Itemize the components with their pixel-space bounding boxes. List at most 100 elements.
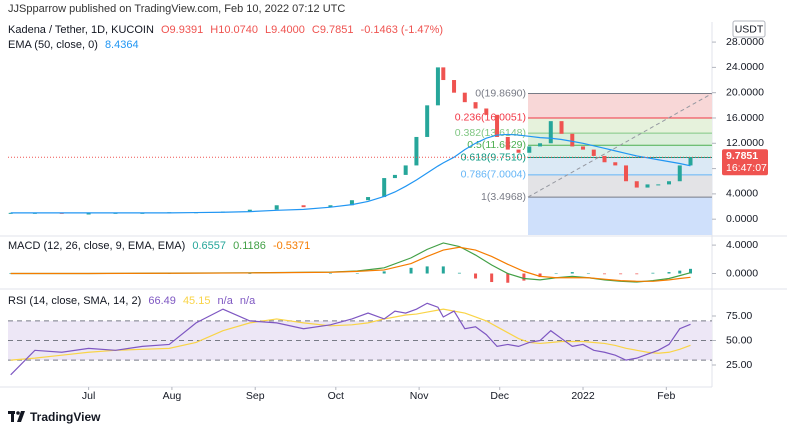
rsi-extra: n/a <box>239 295 256 307</box>
candle <box>441 67 446 81</box>
histogram-bar <box>490 273 494 283</box>
logo <box>8 411 25 422</box>
candle <box>247 209 252 212</box>
histogram-bar <box>522 273 526 281</box>
symbol-title: Kadena / Tether, 1D, KUCOIN <box>8 24 154 36</box>
ohlc: H10.0740 <box>210 24 258 36</box>
fib-zone <box>528 197 712 235</box>
macd-value: 0.6557 <box>192 240 226 252</box>
candle <box>473 102 478 109</box>
ema-legend: EMA (50, close, 0) 8.4364 <box>8 39 143 51</box>
histogram-bar <box>457 272 461 274</box>
candle <box>349 200 354 206</box>
y-tick-label: 4.0000 <box>726 188 758 200</box>
candle <box>484 108 489 115</box>
y-tick-label: 24.0000 <box>726 61 764 73</box>
histogram-bar <box>506 273 510 283</box>
fib-zone <box>528 93 712 118</box>
x-tick-label: 2022 <box>571 390 595 402</box>
ema-line <box>10 133 691 214</box>
x-tick-label: Nov <box>410 390 429 402</box>
histogram-bar <box>678 270 682 274</box>
candle <box>86 213 91 215</box>
candle <box>613 162 618 166</box>
candle <box>688 157 693 166</box>
candle <box>634 181 639 188</box>
candle <box>403 165 408 175</box>
rsi-value: 66.49 <box>148 295 176 307</box>
currency-box <box>732 20 766 38</box>
y-tick-label: 28.0000 <box>726 36 764 48</box>
candle <box>581 146 586 150</box>
header: JJSpparrow published on TradingView.com,… <box>8 3 346 15</box>
fib-zone <box>528 157 712 175</box>
rsi-extra: n/a <box>217 295 233 307</box>
histogram-bar <box>355 273 359 274</box>
histogram-bar <box>619 273 623 275</box>
histogram-bar <box>538 273 542 278</box>
y-tick-label: 25.00 <box>726 359 752 371</box>
candle <box>656 184 661 186</box>
candle <box>527 146 532 153</box>
candle <box>559 121 564 134</box>
last-price-label: 9.7851 <box>726 150 758 162</box>
footer: TradingView <box>8 410 104 424</box>
rsi-line <box>10 302 691 376</box>
histogram-bar <box>603 273 607 275</box>
histogram-bar <box>651 272 655 274</box>
y-tick-label: 12.0000 <box>726 137 764 149</box>
layers: 0(19.8690)0.236(16.0051)0.382(13.6148)0.… <box>8 36 768 402</box>
histogram-bar <box>425 266 429 274</box>
candle <box>538 143 543 147</box>
x-tick-label: Feb <box>657 390 675 402</box>
fib-label: 0(19.8690) <box>475 87 526 99</box>
candle <box>452 80 457 93</box>
candle <box>677 165 682 182</box>
candle <box>425 105 430 137</box>
fib-label: 0.236(16.0051) <box>455 112 526 124</box>
ema-value: 8.4364 <box>104 39 139 51</box>
histogram-bar <box>474 273 478 279</box>
macd-value: 0.1186 <box>233 240 266 252</box>
x-tick-label: Oct <box>328 390 344 402</box>
y-tick-label: 0.0000 <box>726 213 758 225</box>
rsi-value: 45.15 <box>182 295 211 307</box>
candle <box>548 121 553 144</box>
histogram-bar <box>554 273 558 275</box>
y-tick-label: 0.0000 <box>726 267 758 279</box>
ema-name: EMA (50, close, 0) <box>8 39 98 51</box>
y-tick-label: 50.00 <box>726 334 752 346</box>
x-tick-label: Jul <box>82 390 95 402</box>
histogram-bar <box>570 272 574 274</box>
candle <box>328 205 333 208</box>
ohlc: O9.9391 <box>161 24 204 36</box>
x-tick-label: Aug <box>163 390 182 402</box>
histogram-bar <box>586 273 590 275</box>
fib-label: 0.786(7.0004) <box>461 169 526 181</box>
candle <box>602 155 607 163</box>
fib-trend <box>527 93 713 198</box>
countdown: 16:47:07 <box>726 162 767 174</box>
currency: USDT <box>735 23 764 35</box>
candle <box>495 114 500 137</box>
fib-zone <box>528 117 712 134</box>
footer-text: TradingView <box>30 410 101 424</box>
candle <box>570 133 575 147</box>
histogram-bar <box>667 272 671 274</box>
histogram-bar <box>689 268 693 274</box>
last-price-box <box>722 149 768 176</box>
y-tick-label: 16.0000 <box>726 112 764 124</box>
macd-title: MACD (12, 26, close, 9, EMA, EMA) <box>8 240 186 252</box>
candle <box>274 205 279 210</box>
candle <box>591 149 596 156</box>
candle <box>435 67 440 106</box>
histogram-bar <box>328 273 332 274</box>
ohlc: L9.4000 <box>265 24 305 36</box>
candle <box>667 181 672 185</box>
candle <box>516 149 521 153</box>
rsi-legend: RSI (14, close, SMA, 14, 2) 66.49 45.15 … <box>8 295 259 307</box>
fib-label: 1(3.4968) <box>481 191 526 203</box>
macd-value: -0.5371 <box>272 240 311 252</box>
